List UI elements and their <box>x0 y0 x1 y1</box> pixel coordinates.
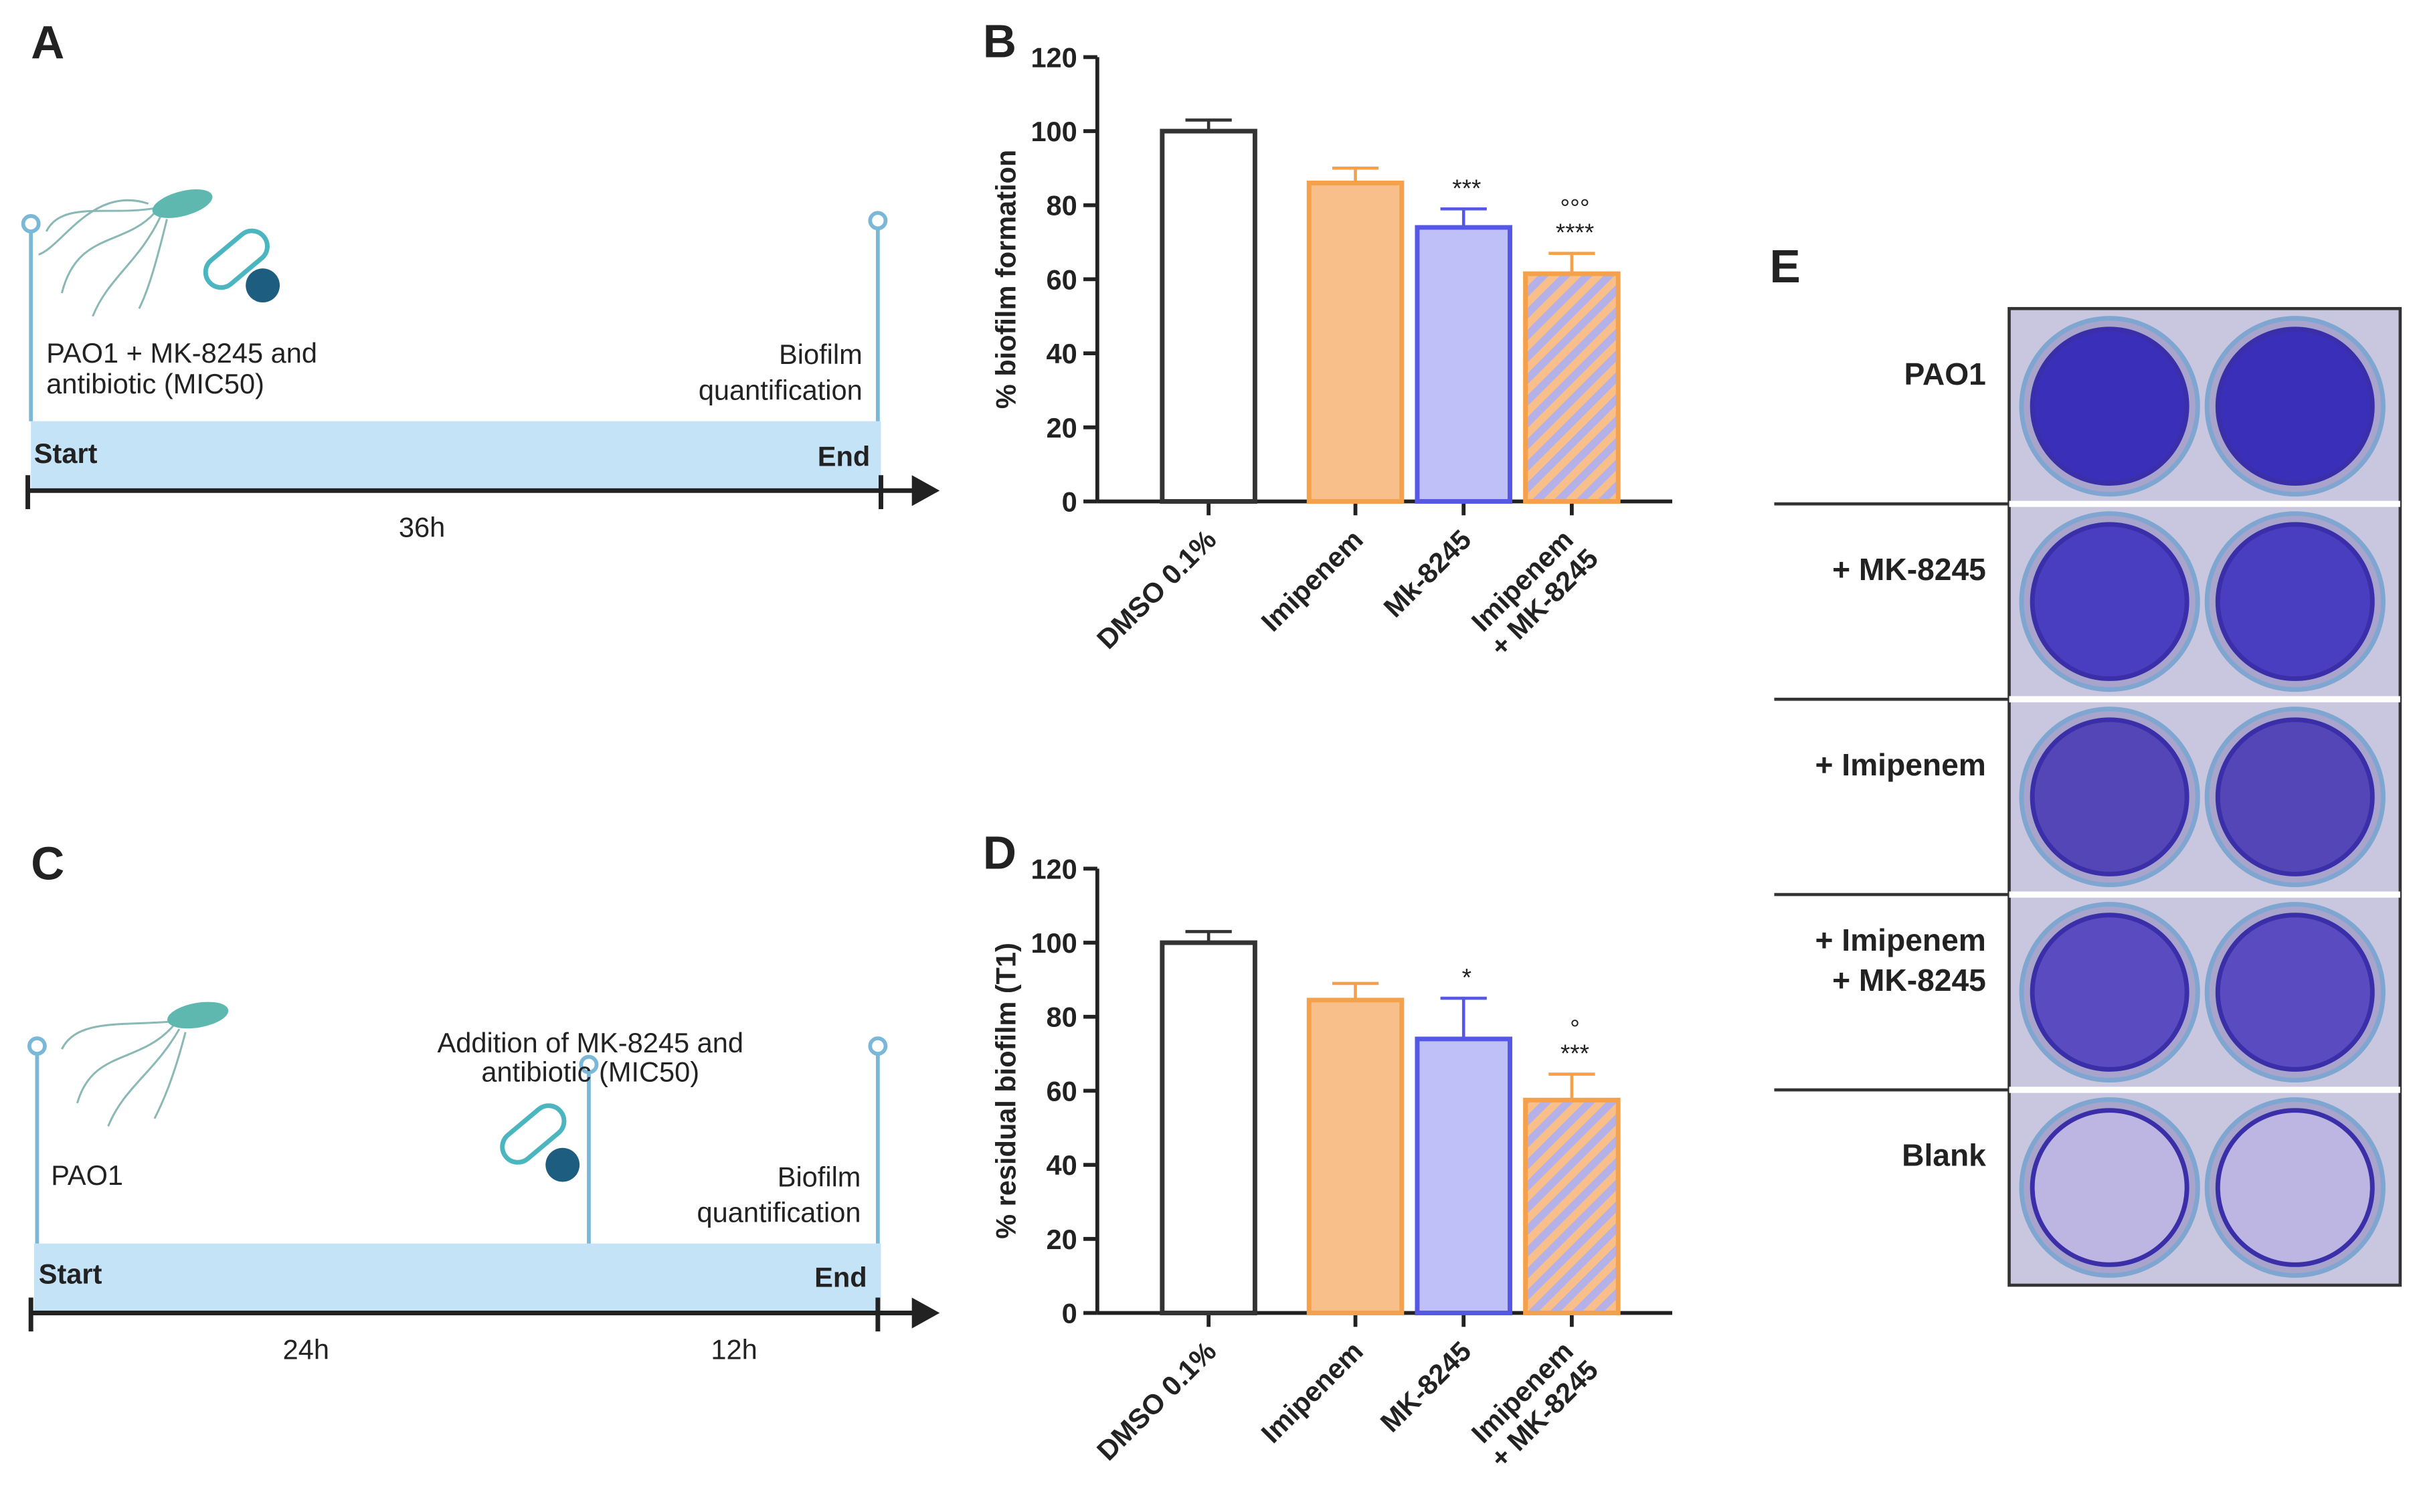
y-tick-label: 100 <box>1031 116 1077 147</box>
pin-head <box>868 211 888 231</box>
y-tick-label: 80 <box>1047 1002 1077 1033</box>
y-tick-label: 0 <box>1062 1298 1077 1329</box>
timeline-a: A PAO1 + MK-8245 and antibiotic (MIC50) … <box>21 17 940 543</box>
bar <box>1523 271 1621 504</box>
timeline-band <box>31 421 881 491</box>
x-tick-label: Mk-8245 <box>1377 524 1477 624</box>
well-stain <box>2030 1108 2190 1267</box>
x-tick-label: Imipenem <box>1255 524 1368 638</box>
duration: 12h <box>711 1334 757 1365</box>
row-label: PAO1 <box>1904 357 1986 391</box>
well-stain <box>2030 717 2190 876</box>
y-axis-label: % residual biofilm (T1) <box>990 943 1021 1239</box>
y-tick-label: 40 <box>1047 1149 1077 1181</box>
pin-head <box>21 213 41 233</box>
bar-chart: B % biofilm formation 0 20 40 60 80 100 120 DMSO … <box>983 15 1673 662</box>
bar <box>1415 1036 1512 1315</box>
step-text: Biofilm <box>779 339 863 370</box>
pin-head <box>868 1036 888 1056</box>
well-stain <box>2030 326 2190 486</box>
y-tick-label: 60 <box>1047 264 1077 295</box>
significance-label: **** <box>1556 219 1594 246</box>
pin-head <box>27 1036 47 1056</box>
y-tick-label: 20 <box>1047 412 1077 444</box>
bar-chart: D % residual biofilm (T1) 0 20 40 60 80 100 120 D… <box>983 826 1673 1474</box>
y-tick-label: 80 <box>1047 190 1077 221</box>
y-tick-label: 120 <box>1031 853 1077 884</box>
panel-letter: C <box>31 838 64 890</box>
arrow <box>911 475 940 506</box>
step-text: quantification <box>699 374 863 405</box>
duration: 24h <box>283 1334 329 1365</box>
bacterium-icon <box>38 189 213 317</box>
step-text: Addition of MK-8245 and <box>438 1027 744 1058</box>
well-stain <box>2215 326 2375 486</box>
x-tick-label: MK-8245 <box>1374 1335 1477 1438</box>
well-stain <box>2030 522 2190 681</box>
step-text: PAO1 + MK-8245 and <box>46 337 317 369</box>
well-stain <box>2030 913 2190 1072</box>
significance-label: ° <box>1570 1015 1580 1042</box>
step-text: PAO1 <box>51 1159 123 1191</box>
pill-icon <box>203 228 280 302</box>
y-tick-label: 0 <box>1062 486 1077 518</box>
x-tick-label: DMSO 0.1% <box>1091 524 1223 655</box>
significance-label: * <box>1462 964 1471 991</box>
x-tick-label: Imipenem <box>1255 1335 1368 1449</box>
well-stain <box>2215 522 2375 681</box>
timeline-band <box>33 1243 881 1313</box>
pill-icon <box>500 1103 580 1182</box>
significance-label: *** <box>1452 175 1481 202</box>
arrow <box>911 1297 940 1329</box>
end-label: End <box>818 440 871 472</box>
y-tick-label: 20 <box>1047 1224 1077 1255</box>
panel-letter: A <box>31 17 64 69</box>
y-tick-label: 100 <box>1031 927 1077 959</box>
panel-letter: E <box>1770 240 1801 292</box>
bar <box>1415 225 1512 504</box>
bar <box>1160 128 1257 504</box>
y-tick-label: 120 <box>1031 41 1077 73</box>
duration: 36h <box>399 512 445 543</box>
step-text: Biofilm <box>778 1161 861 1192</box>
start-label: Start <box>34 438 98 469</box>
row-label: Blank <box>1902 1138 1986 1173</box>
timeline-c: C PAO1 Addition of MK-8245 and antibioti… <box>27 838 940 1365</box>
bar <box>1523 1097 1621 1315</box>
step-text: antibiotic (MIC50) <box>46 368 264 399</box>
row-label: + MK-8245 <box>1832 963 1986 998</box>
bacterium-icon <box>61 1002 229 1127</box>
y-axis-label: % biofilm formation <box>990 150 1021 409</box>
start-label: Start <box>39 1258 102 1290</box>
step-text: quantification <box>697 1196 861 1228</box>
well-stain <box>2215 913 2375 1072</box>
end-label: End <box>814 1261 867 1293</box>
significance-label: °°° <box>1560 194 1589 221</box>
well-stain <box>2215 1108 2375 1267</box>
bar <box>1160 940 1257 1315</box>
bar <box>1306 181 1405 504</box>
step-text: antibiotic (MIC50) <box>481 1056 699 1088</box>
panel-letter: D <box>983 826 1016 878</box>
row-label: + MK-8245 <box>1832 552 1986 587</box>
bar <box>1306 998 1405 1315</box>
y-tick-label: 40 <box>1047 338 1077 369</box>
panel-letter: B <box>983 15 1016 67</box>
significance-label: *** <box>1560 1040 1589 1067</box>
row-label: + Imipenem <box>1815 923 1986 957</box>
pin-head <box>579 1054 599 1074</box>
x-tick-label: DMSO 0.1% <box>1091 1335 1223 1467</box>
row-label: + Imipenem <box>1815 747 1986 782</box>
well-stain <box>2215 717 2375 876</box>
plate-panel: E PAO1 + MK-8245 + Imipenem + Imipenem + MK-… <box>1770 240 2402 1287</box>
y-tick-label: 60 <box>1047 1075 1077 1107</box>
